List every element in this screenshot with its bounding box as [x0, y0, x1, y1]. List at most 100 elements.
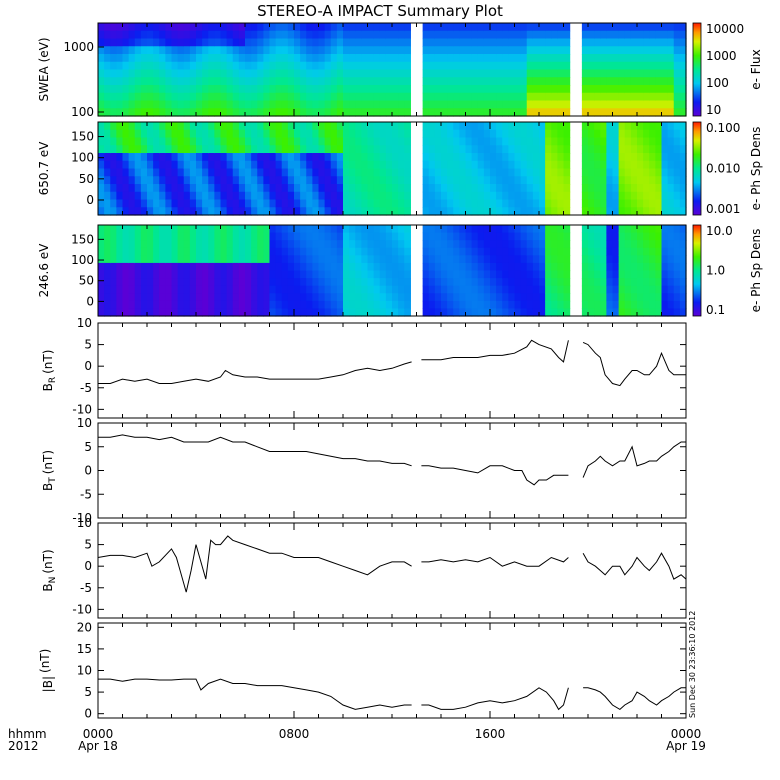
- heatmap-cell: [220, 85, 228, 94]
- heatmap-cell: [667, 285, 675, 294]
- heatmap-cell: [208, 61, 215, 71]
- heatmap-cell: [116, 278, 124, 287]
- heatmap-cell: [140, 160, 148, 170]
- heatmap-cell: [373, 30, 381, 40]
- heatmap-cell: [281, 46, 289, 55]
- heatmap-cell: [581, 191, 589, 201]
- heatmap-cell: [165, 108, 173, 117]
- heatmap-cell: [563, 247, 571, 256]
- heatmap-cell: [275, 46, 283, 55]
- heatmap-cell: [624, 61, 632, 71]
- heatmap-cell: [104, 85, 111, 94]
- heatmap-cell: [287, 122, 295, 131]
- heatmap-cell: [202, 153, 209, 162]
- heatmap-cell: [318, 191, 326, 201]
- heatmap-cell: [349, 300, 356, 310]
- heatmap-cell: [355, 255, 362, 264]
- heatmap-cell: [196, 108, 203, 117]
- heatmap-cell: [637, 54, 644, 63]
- heatmap-cell: [336, 270, 344, 279]
- heatmap-cell: [214, 168, 222, 177]
- heatmap-cell: [183, 160, 191, 170]
- heatmap-cell: [422, 247, 430, 256]
- heatmap-cell: [643, 160, 650, 170]
- heatmap-cell: [673, 38, 681, 47]
- heatmap-cell: [165, 137, 173, 146]
- heatmap-cell: [367, 61, 375, 71]
- heatmap-cell: [367, 46, 375, 55]
- heatmap-cell: [361, 69, 369, 78]
- heatmap-cell: [318, 153, 326, 162]
- heatmap-cell: [245, 293, 252, 302]
- heatmap-cell: [232, 240, 240, 249]
- heatmap-cell: [392, 270, 399, 279]
- heatmap-cell: [459, 184, 467, 193]
- heatmap-cell: [367, 92, 375, 102]
- heatmap-cell: [153, 285, 160, 294]
- heatmap-cell: [661, 61, 669, 71]
- heatmap-cell: [128, 184, 136, 193]
- heatmap-cell: [459, 199, 467, 208]
- heatmap-cell: [196, 232, 203, 241]
- heatmap-cell: [226, 153, 234, 162]
- heatmap-cell: [275, 293, 283, 302]
- heatmap-cell: [294, 85, 301, 94]
- heatmap-cell: [588, 176, 595, 185]
- heatmap-cell: [630, 308, 638, 317]
- heatmap-cell: [110, 247, 117, 256]
- heatmap-cell: [496, 153, 503, 162]
- heatmap-cell: [661, 293, 669, 302]
- heatmap-cell: [508, 293, 516, 302]
- heatmap-cell: [398, 278, 405, 287]
- heatmap-cell: [324, 184, 332, 193]
- heatmap-cell: [643, 278, 650, 287]
- heatmap-cell: [343, 77, 350, 86]
- heatmap-cell: [183, 262, 191, 272]
- heatmap-cell: [447, 145, 454, 154]
- heatmap-cell: [422, 137, 430, 146]
- heatmap-cell: [385, 225, 393, 234]
- heatmap-cell: [539, 153, 546, 162]
- heatmap-cell: [422, 23, 430, 32]
- heatmap-cell: [306, 108, 313, 117]
- heatmap-cell: [147, 77, 154, 86]
- heatmap-cell: [294, 176, 301, 185]
- heatmap-cell: [275, 308, 283, 317]
- heatmap-cell: [563, 69, 571, 78]
- heatmap-cell: [220, 38, 228, 47]
- heatmap-cell: [355, 225, 362, 234]
- heatmap-cell: [147, 285, 154, 294]
- heatmap-cell: [514, 85, 522, 94]
- heatmap-cell: [477, 285, 485, 294]
- heatmap-cell: [477, 122, 485, 131]
- heatmap-cell: [453, 255, 460, 264]
- heatmap-cell: [312, 38, 320, 47]
- heatmap-cell: [606, 293, 614, 302]
- heatmap-cell: [196, 54, 203, 63]
- heatmap-cell: [373, 108, 381, 117]
- heatmap-cell: [251, 247, 258, 256]
- heatmap-cell: [165, 100, 173, 109]
- heatmap-cell: [673, 262, 681, 272]
- heatmap-cell: [588, 184, 595, 193]
- heatmap-cell: [116, 255, 124, 264]
- heatmap-cell: [612, 61, 620, 71]
- heatmap-cell: [294, 69, 301, 78]
- heatmap-cell: [545, 240, 552, 249]
- heatmap-cell: [385, 240, 393, 249]
- heatmap-cell: [606, 122, 614, 131]
- heatmap-cell: [514, 77, 522, 86]
- heatmap-cell: [624, 38, 632, 47]
- heatmap-cell: [214, 129, 222, 139]
- heatmap-cell: [367, 69, 375, 78]
- heatmap-cell: [104, 54, 111, 63]
- heatmap-cell: [122, 122, 130, 131]
- heatmap-cell: [349, 262, 356, 272]
- heatmap-cell: [532, 129, 540, 139]
- heatmap-cell: [514, 199, 522, 208]
- heatmap-cell: [220, 100, 228, 109]
- heatmap-cell: [324, 85, 332, 94]
- heatmap-cell: [441, 153, 448, 162]
- heatmap-cell: [588, 278, 595, 287]
- heatmap-cell: [165, 207, 173, 216]
